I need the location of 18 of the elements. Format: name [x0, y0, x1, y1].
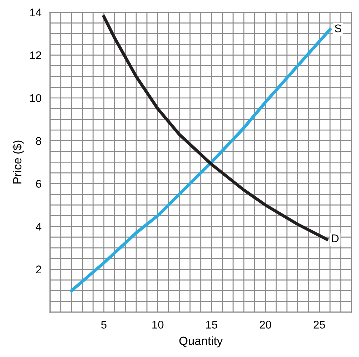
y-tick-label: 4	[36, 223, 42, 231]
series-label: S	[335, 24, 342, 33]
x-tick-label: 20	[260, 321, 272, 329]
y-tick-label: 12	[30, 52, 42, 60]
line-series	[70, 28, 332, 292]
y-tick-label: 10	[30, 94, 42, 102]
x-axis-title: Quantity	[180, 336, 223, 348]
y-tick-label: 8	[36, 137, 42, 146]
y-tick-label: 14	[30, 8, 42, 17]
y-tick-label: 2	[36, 266, 42, 274]
y-tick-label: 6	[36, 180, 42, 188]
x-tick-label: 25	[314, 321, 326, 329]
y-axis-title: Price ($)	[12, 140, 24, 184]
series-label: D	[332, 234, 339, 242]
x-tick-label: 5	[101, 321, 107, 329]
x-tick-label: 15	[206, 321, 218, 329]
line-series	[102, 15, 329, 242]
x-tick-label: 10	[152, 321, 164, 329]
